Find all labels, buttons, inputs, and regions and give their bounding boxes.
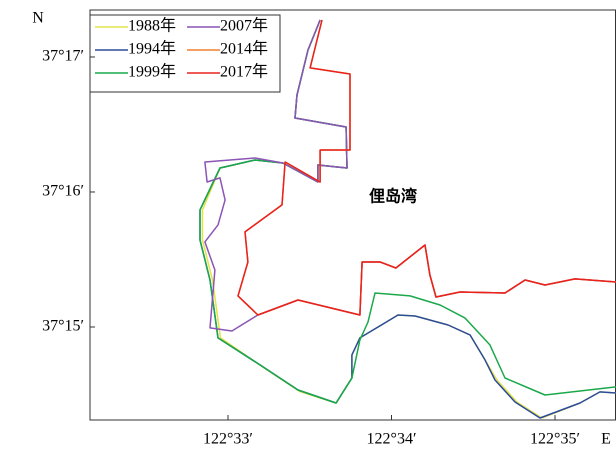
shoreline [237,19,616,316]
east-label: E [601,431,611,448]
y-tick-label: 37°15′ [42,318,84,335]
legend-label: 1988年 [128,17,176,35]
y-tick-label: 37°17′ [42,48,84,65]
legend-label: 1999年 [128,63,176,81]
x-tick-label: 122°35′ [530,431,580,448]
shorelines [199,19,616,419]
legend: 1988年 1994年 1999年 2007年 2014年 2017年 [95,17,268,81]
legend-box [89,14,281,93]
x-tick-label: 122°34′ [367,431,417,448]
bay-label: 俚岛湾 [369,187,417,206]
legend-label: 2007年 [220,17,268,35]
legend-label: 1994年 [128,40,176,58]
legend-label: 2014年 [220,40,268,58]
north-label: N [32,10,44,27]
legend-label: 2017年 [220,63,268,81]
x-tick-label: 122°33′ [203,431,253,448]
y-tick-label: 37°16′ [42,183,84,200]
